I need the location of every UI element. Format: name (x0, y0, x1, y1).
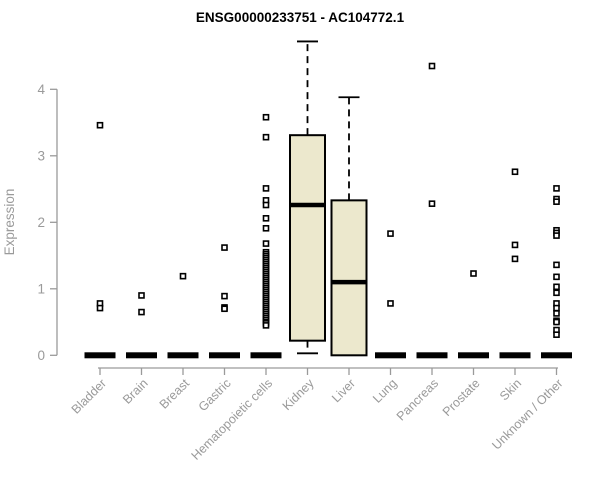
box-group (458, 270, 489, 359)
x-tick-label: Hematopoietic cells (189, 376, 276, 463)
box-group (541, 185, 572, 359)
outlier-point (96, 121, 104, 129)
outlier-point (470, 270, 477, 277)
x-tick-label: Breast (157, 376, 193, 412)
collapsed-box-bar (167, 352, 199, 359)
x-tick-label: Prostate (440, 376, 483, 419)
x-tick-label: Gastric (196, 376, 234, 414)
outlier-point (428, 200, 436, 207)
collapsed-box-bar (375, 352, 406, 359)
collapsed-box-bar (209, 352, 240, 359)
outlier-point (553, 232, 560, 239)
outlier-point (262, 133, 270, 141)
iqr-box (330, 199, 368, 357)
outlier-point (221, 292, 228, 300)
y-tick-label: 4 (37, 82, 45, 97)
y-tick-label: 1 (37, 281, 45, 296)
outlier-point (262, 113, 270, 121)
outlier-point (553, 289, 560, 297)
outlier-point (138, 292, 145, 299)
outlier-point (553, 283, 560, 291)
outlier-point (96, 304, 104, 312)
outlier-point (221, 244, 228, 251)
box-series (84, 40, 572, 359)
y-tick-label: 2 (37, 215, 45, 230)
x-tick-label: Lung (370, 376, 400, 406)
box-group (209, 244, 240, 359)
outlier-point (179, 272, 187, 280)
x-tick-label: Bladder (69, 376, 109, 416)
box-group (289, 40, 326, 355)
outlier-point (553, 331, 560, 338)
x-tick-label: Brain (120, 376, 151, 407)
outlier-point (428, 62, 436, 70)
y-axis-label: Expression (2, 189, 17, 256)
outlier-point (553, 310, 560, 317)
box-group (167, 272, 199, 359)
outlier-point (511, 241, 519, 249)
outlier-point (262, 322, 270, 329)
outlier-point (262, 240, 270, 247)
collapsed-box-bar (126, 352, 157, 359)
box-group (416, 62, 448, 359)
x-tick-label: Pancreas (394, 376, 441, 423)
iqr-box (289, 134, 326, 342)
x-tick-label: Kidney (280, 376, 317, 413)
outlier-point (553, 273, 560, 281)
box-group (250, 113, 282, 359)
collapsed-box-bar (458, 352, 489, 359)
collapsed-box-bar (250, 352, 282, 359)
box-group (330, 96, 368, 357)
outlier-point (553, 198, 560, 205)
box-group (84, 121, 116, 359)
outlier-point (553, 304, 560, 312)
y-tick-label: 0 (37, 348, 45, 363)
outlier-point (262, 185, 270, 192)
box-group (126, 292, 157, 359)
outlier-point (553, 261, 560, 269)
box-group (375, 230, 406, 359)
chart-title: ENSG00000233751 - AC104772.1 (196, 10, 405, 25)
collapsed-box-bar (84, 352, 116, 359)
outlier-point (262, 201, 270, 209)
collapsed-box-bar (416, 352, 448, 359)
x-tick-label: Liver (329, 376, 358, 405)
outlier-point (553, 185, 560, 192)
outlier-point (138, 308, 145, 316)
x-tick-label: Skin (497, 376, 524, 403)
outlier-point (553, 318, 560, 326)
outlier-point (221, 305, 228, 313)
outlier-point (511, 168, 519, 176)
box-group (499, 168, 531, 359)
collapsed-box-bar (499, 352, 531, 359)
outlier-point (262, 215, 270, 222)
outlier-point (387, 230, 394, 237)
y-tick-label: 3 (37, 148, 45, 163)
outlier-point (387, 300, 394, 307)
outlier-point (511, 255, 519, 263)
collapsed-box-bar (541, 352, 572, 359)
x-tick-label: Unknown / Other (489, 376, 565, 452)
outlier-point (262, 224, 270, 232)
